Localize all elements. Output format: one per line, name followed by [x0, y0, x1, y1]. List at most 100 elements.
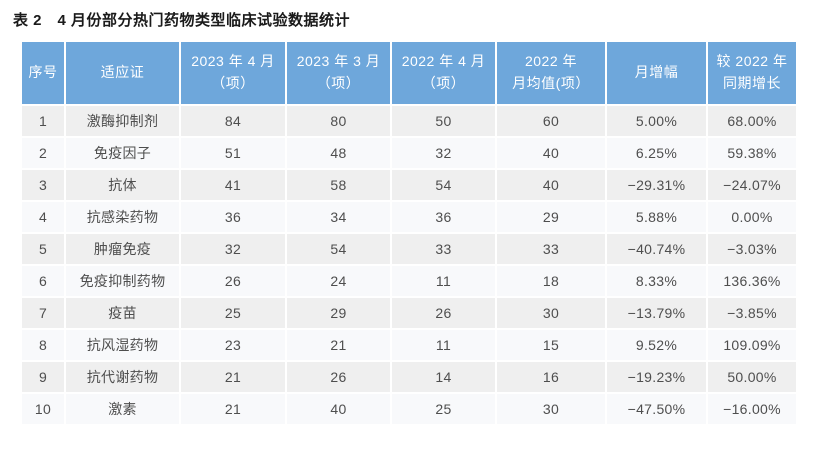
value-cell: −47.50% [607, 394, 706, 424]
value-cell: 5.88% [607, 202, 706, 232]
row-number-cell: 2 [22, 138, 64, 168]
value-cell: 136.36% [708, 266, 796, 296]
value-cell: 33 [392, 234, 495, 264]
value-cell: 32 [392, 138, 495, 168]
table-title: 表 2 4 月份部分热门药物类型临床试验数据统计 [13, 12, 351, 29]
value-cell: 21 [181, 362, 285, 392]
value-cell: 68.00% [708, 106, 796, 136]
value-cell: 16 [497, 362, 605, 392]
value-cell: 11 [392, 266, 495, 296]
value-cell: 14 [392, 362, 495, 392]
header-cell: 2022 年 4 月 （项） [392, 42, 495, 104]
value-cell: 8.33% [607, 266, 706, 296]
indication-cell: 激素 [66, 394, 179, 424]
header-cell: 2023 年 3 月 （项） [287, 42, 390, 104]
value-cell: 9.52% [607, 330, 706, 360]
value-cell: 54 [392, 170, 495, 200]
value-cell: 15 [497, 330, 605, 360]
value-cell: 34 [287, 202, 390, 232]
value-cell: −13.79% [607, 298, 706, 328]
value-cell: 29 [287, 298, 390, 328]
table-row: 9 抗代谢药物 21 26 14 16 −19.23% 50.00% [22, 362, 796, 392]
value-cell: −19.23% [607, 362, 706, 392]
row-number-cell: 5 [22, 234, 64, 264]
indication-cell: 抗风湿药物 [66, 330, 179, 360]
table-row: 8 抗风湿药物 23 21 11 15 9.52% 109.09% [22, 330, 796, 360]
value-cell: 23 [181, 330, 285, 360]
indication-cell: 肿瘤免疫 [66, 234, 179, 264]
value-cell: 25 [392, 394, 495, 424]
value-cell: 36 [392, 202, 495, 232]
value-cell: 21 [287, 330, 390, 360]
clinical-trial-data-table: 序号 适应证 2023 年 4 月 （项） 2023 年 3 月 （项） 2022 年 … [20, 40, 798, 426]
value-cell: −3.03% [708, 234, 796, 264]
header-cell: 月增幅 [607, 42, 706, 104]
table-row: 3 抗体 41 58 54 40 −29.31% −24.07% [22, 170, 796, 200]
value-cell: 6.25% [607, 138, 706, 168]
indication-cell: 抗感染药物 [66, 202, 179, 232]
row-number-cell: 8 [22, 330, 64, 360]
value-cell: 11 [392, 330, 495, 360]
value-cell: 32 [181, 234, 285, 264]
value-cell: −16.00% [708, 394, 796, 424]
value-cell: 40 [497, 170, 605, 200]
value-cell: 41 [181, 170, 285, 200]
value-cell: 36 [181, 202, 285, 232]
table-row: 2 免疫因子 51 48 32 40 6.25% 59.38% [22, 138, 796, 168]
value-cell: 40 [287, 394, 390, 424]
table-row: 4 抗感染药物 36 34 36 29 5.88% 0.00% [22, 202, 796, 232]
value-cell: 33 [497, 234, 605, 264]
row-number-cell: 4 [22, 202, 64, 232]
value-cell: 24 [287, 266, 390, 296]
value-cell: 60 [497, 106, 605, 136]
value-cell: 40 [497, 138, 605, 168]
value-cell: 51 [181, 138, 285, 168]
table-header: 序号 适应证 2023 年 4 月 （项） 2023 年 3 月 （项） 2022 年 … [22, 42, 796, 104]
value-cell: 80 [287, 106, 390, 136]
table-row: 6 免疫抑制药物 26 24 11 18 8.33% 136.36% [22, 266, 796, 296]
value-cell: 26 [392, 298, 495, 328]
value-cell: 26 [181, 266, 285, 296]
indication-cell: 激酶抑制剂 [66, 106, 179, 136]
header-cell: 较 2022 年 同期增长 [708, 42, 796, 104]
value-cell: 30 [497, 298, 605, 328]
indication-cell: 免疫抑制药物 [66, 266, 179, 296]
value-cell: −29.31% [607, 170, 706, 200]
header-cell: 2022 年 月均值(项） [497, 42, 605, 104]
table-row: 7 疫苗 25 29 26 30 −13.79% −3.85% [22, 298, 796, 328]
table-body: 1 激酶抑制剂 84 80 50 60 5.00% 68.00% 2 免疫因子 51 48 32 40 6.… [22, 106, 796, 424]
indication-cell: 疫苗 [66, 298, 179, 328]
indication-cell: 抗体 [66, 170, 179, 200]
value-cell: 26 [287, 362, 390, 392]
header-cell: 序号 [22, 42, 64, 104]
row-number-cell: 6 [22, 266, 64, 296]
table-row: 5 肿瘤免疫 32 54 33 33 −40.74% −3.03% [22, 234, 796, 264]
row-number-cell: 9 [22, 362, 64, 392]
table-row: 10 激素 21 40 25 30 −47.50% −16.00% [22, 394, 796, 424]
value-cell: 18 [497, 266, 605, 296]
value-cell: −3.85% [708, 298, 796, 328]
value-cell: 5.00% [607, 106, 706, 136]
value-cell: 84 [181, 106, 285, 136]
table-row: 1 激酶抑制剂 84 80 50 60 5.00% 68.00% [22, 106, 796, 136]
header-cell: 适应证 [66, 42, 179, 104]
value-cell: −24.07% [708, 170, 796, 200]
value-cell: 50.00% [708, 362, 796, 392]
value-cell: 29 [497, 202, 605, 232]
value-cell: 59.38% [708, 138, 796, 168]
value-cell: −40.74% [607, 234, 706, 264]
row-number-cell: 10 [22, 394, 64, 424]
row-number-cell: 3 [22, 170, 64, 200]
indication-cell: 抗代谢药物 [66, 362, 179, 392]
header-cell: 2023 年 4 月 （项） [181, 42, 285, 104]
value-cell: 50 [392, 106, 495, 136]
value-cell: 0.00% [708, 202, 796, 232]
value-cell: 54 [287, 234, 390, 264]
value-cell: 30 [497, 394, 605, 424]
value-cell: 48 [287, 138, 390, 168]
row-number-cell: 1 [22, 106, 64, 136]
value-cell: 109.09% [708, 330, 796, 360]
indication-cell: 免疫因子 [66, 138, 179, 168]
value-cell: 25 [181, 298, 285, 328]
